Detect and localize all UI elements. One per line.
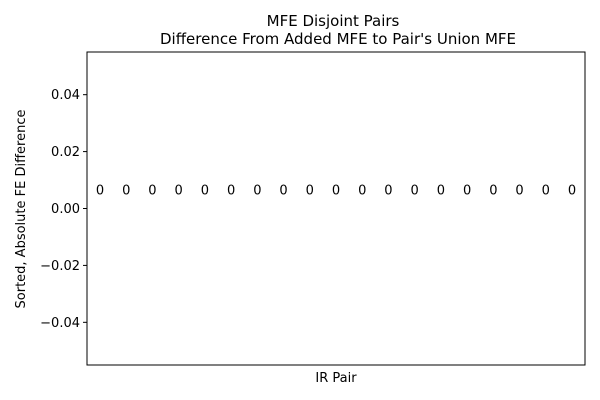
y-tick-label: 0.04 xyxy=(51,88,80,103)
y-axis: −0.04 −0.02 0.00 0.02 0.04 xyxy=(40,88,87,331)
data-label: 0 xyxy=(542,184,550,199)
data-label: 0 xyxy=(384,184,392,199)
y-tick-label: 0.00 xyxy=(51,202,80,217)
data-label: 0 xyxy=(122,184,130,199)
data-label: 0 xyxy=(515,184,523,199)
data-label: 0 xyxy=(201,184,209,199)
data-label: 0 xyxy=(175,184,183,199)
y-tick-label: −0.02 xyxy=(40,259,80,274)
y-axis-label: Sorted, Absolute FE Difference xyxy=(14,110,29,309)
data-label: 0 xyxy=(411,184,419,199)
plot-area xyxy=(86,51,586,366)
data-labels: 0 0 0 0 0 0 0 0 0 0 0 0 0 0 0 0 0 0 0 xyxy=(96,184,576,199)
y-tick-label: −0.04 xyxy=(40,316,80,331)
data-label: 0 xyxy=(489,184,497,199)
chart-subtitle: Difference From Added MFE to Pair's Unio… xyxy=(160,30,516,48)
data-label: 0 xyxy=(463,184,471,199)
data-label: 0 xyxy=(568,184,576,199)
data-label: 0 xyxy=(227,184,235,199)
data-label: 0 xyxy=(253,184,261,199)
data-label: 0 xyxy=(437,184,445,199)
y-tick-label: 0.02 xyxy=(51,145,80,160)
data-label: 0 xyxy=(332,184,340,199)
data-label: 0 xyxy=(96,184,104,199)
data-label: 0 xyxy=(148,184,156,199)
chart-title: MFE Disjoint Pairs xyxy=(267,12,400,30)
data-label: 0 xyxy=(306,184,314,199)
data-label: 0 xyxy=(358,184,366,199)
data-label: 0 xyxy=(279,184,287,199)
x-axis-label: IR Pair xyxy=(315,371,357,386)
